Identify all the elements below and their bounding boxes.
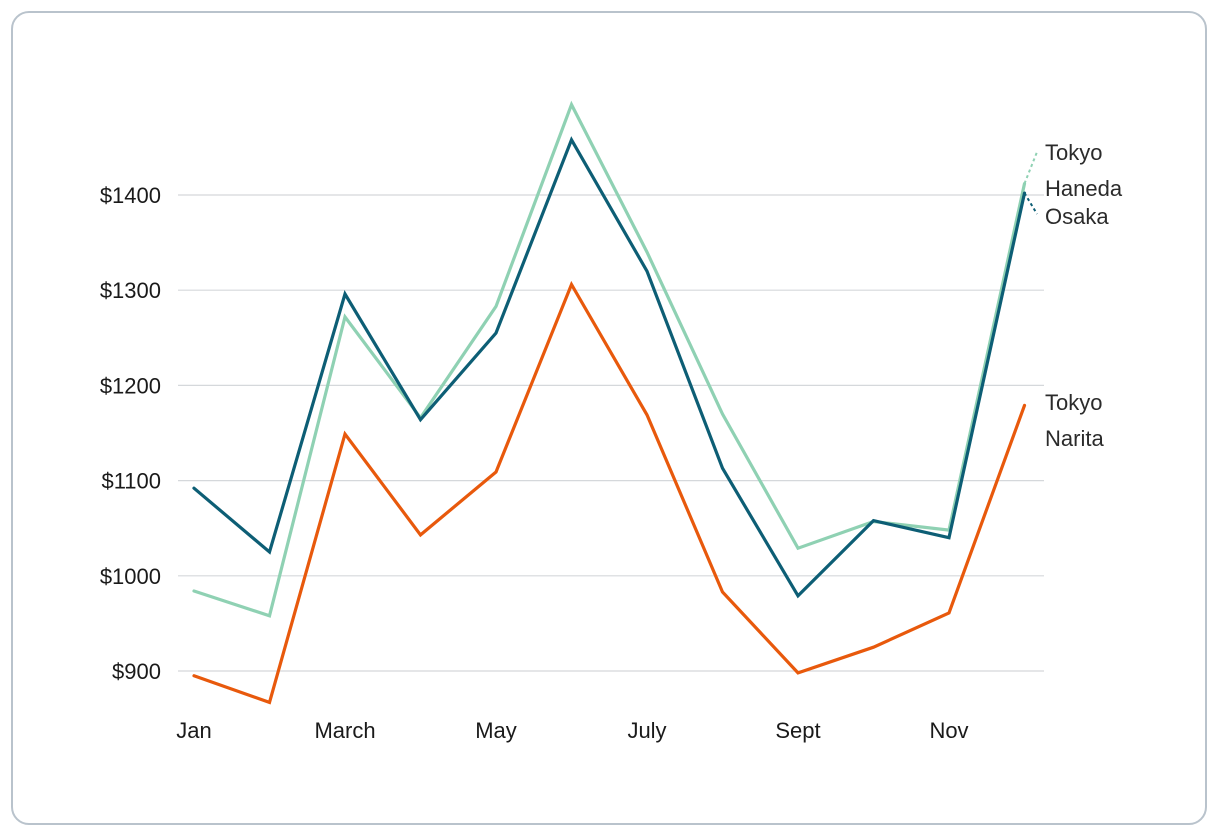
x-tick-label: Nov (929, 718, 968, 743)
x-tick-label: July (627, 718, 666, 743)
y-tick-label: $1200 (100, 373, 161, 398)
series-label: Osaka (1045, 204, 1109, 229)
series-label: Tokyo (1045, 140, 1102, 165)
label-leader (1023, 151, 1038, 184)
series-labels: Tokyo Haneda Osaka Tokyo Narita (1023, 140, 1123, 451)
x-tick-label: Jan (176, 718, 211, 743)
series-label: Haneda (1045, 176, 1123, 201)
x-tick-label: Sept (775, 718, 820, 743)
x-tick-label: March (314, 718, 375, 743)
series-line (192, 100, 1027, 618)
series-line (192, 280, 1027, 705)
series-line (192, 136, 1027, 599)
series-label: Narita (1045, 426, 1104, 451)
y-tick-label: $1400 (100, 183, 161, 208)
y-tick-label: $1100 (101, 469, 161, 494)
x-axis-ticks: Jan March May July Sept Nov (176, 718, 968, 743)
label-leader (1023, 192, 1038, 215)
y-axis-ticks: $900 $1000 $1100 $1200 $1300 $1400 (100, 183, 161, 684)
x-tick-label: May (475, 718, 517, 743)
gridlines (178, 194, 1044, 672)
y-tick-label: $1000 (100, 564, 161, 589)
y-tick-label: $900 (112, 659, 161, 684)
y-tick-label: $1300 (100, 278, 161, 303)
series-lines (192, 100, 1027, 705)
series-label: Tokyo (1045, 390, 1102, 415)
chart-card (11, 11, 1207, 825)
